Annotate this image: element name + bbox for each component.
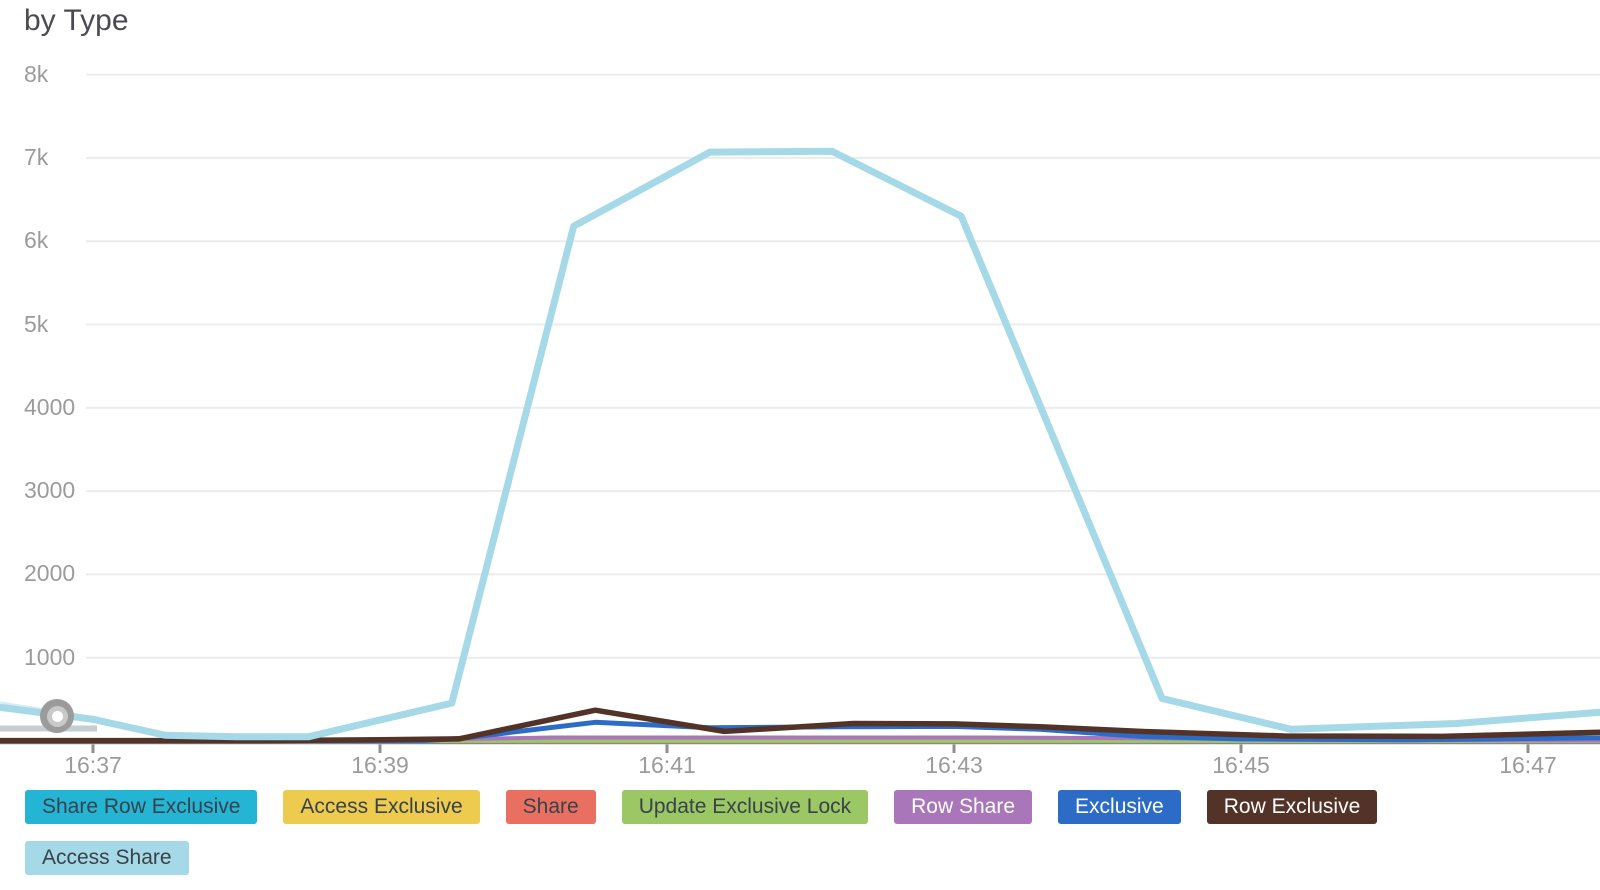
x-axis-label: 16:47 (1499, 752, 1557, 778)
legend-row: Access Share (25, 841, 1377, 875)
y-axis-label: 6k (24, 227, 49, 253)
legend-item-update-exclusive-lock[interactable]: Update Exclusive Lock (621, 790, 869, 824)
legend-item-label: Update Exclusive Lock (638, 795, 852, 818)
legend-item-label: Share (522, 795, 579, 818)
chart-title: by Type (24, 4, 129, 37)
legend-item-exclusive[interactable]: Exclusive (1058, 790, 1181, 824)
legend-item-label: Access Share (42, 846, 172, 869)
legend-row: Share Row Exclusive Access Exclusive Share… (25, 790, 1378, 824)
series-point-marker-ring (46, 705, 68, 727)
legend-item-row-exclusive[interactable]: Row Exclusive (1206, 790, 1378, 824)
y-axis-label: 5k (24, 311, 49, 337)
series-line-row-exclusive (0, 707, 1600, 744)
legend-item-label: Exclusive (1075, 795, 1164, 818)
series-point-marker-center (51, 710, 63, 722)
y-axis-label: 3000 (24, 477, 76, 503)
y-axis-label: 4000 (24, 394, 76, 420)
chart-widget: 8k 7k 6k 5k 4000 3000 2000 1000 16:37 16:39 16:41… (0, 0, 1600, 780)
legend-item-access-exclusive[interactable]: Access Exclusive (283, 790, 480, 824)
x-axis-label: 16:37 (64, 752, 122, 778)
legend-item-label: Row Share (911, 795, 1016, 818)
y-axis-label: 7k (24, 144, 49, 170)
y-axis-label: 2000 (24, 560, 76, 586)
chart-legend: Share Row Exclusive Access Exclusive Share… (25, 790, 1378, 875)
series-line-access-share (0, 147, 1600, 741)
legend-item-share-row-exclusive[interactable]: Share Row Exclusive (25, 790, 258, 824)
x-axis-label: 16:39 (351, 752, 409, 778)
legend-item-label: Access Exclusive (300, 795, 463, 818)
legend-item-access-share[interactable]: Access Share (25, 841, 189, 875)
y-axis-label: 1000 (24, 644, 76, 670)
y-axis-label: 8k (24, 61, 49, 87)
x-axis-label: 16:45 (1212, 752, 1270, 778)
legend-item-label: Share Row Exclusive (42, 795, 241, 818)
legend-item-share[interactable]: Share (505, 790, 596, 824)
x-axis-label: 16:43 (925, 752, 983, 778)
legend-item-row-share[interactable]: Row Share (894, 790, 1033, 824)
plot-area[interactable] (0, 0, 1600, 780)
series-point-marker (40, 699, 74, 733)
legend-item-label: Row Exclusive (1223, 795, 1361, 818)
x-axis-label: 16:41 (638, 752, 696, 778)
